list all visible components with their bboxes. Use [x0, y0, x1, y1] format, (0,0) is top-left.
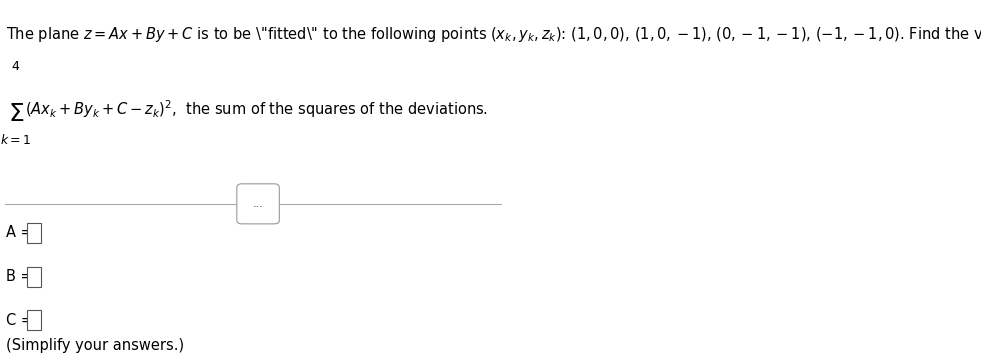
Text: $(Ax_k + By_k + C - z_k)^2$,  the sum of the squares of the deviations.: $(Ax_k + By_k + C - z_k)^2$, the sum of … — [26, 98, 489, 120]
Text: (Simplify your answers.): (Simplify your answers.) — [6, 338, 184, 353]
FancyBboxPatch shape — [236, 184, 280, 224]
Text: C =: C = — [6, 313, 33, 328]
FancyBboxPatch shape — [27, 223, 41, 243]
Text: B =: B = — [6, 269, 32, 284]
Text: A =: A = — [6, 225, 32, 241]
Text: 4: 4 — [11, 60, 19, 73]
Text: Σ: Σ — [9, 102, 25, 126]
FancyBboxPatch shape — [27, 310, 41, 331]
FancyBboxPatch shape — [27, 266, 41, 287]
Text: The plane $z = Ax + By + C$ is to be \"fitted\" to the following points $(x_k, y: The plane $z = Ax + By + C$ is to be \"f… — [6, 25, 981, 44]
Text: ...: ... — [253, 199, 264, 209]
Text: $k = 1$: $k = 1$ — [0, 133, 30, 147]
